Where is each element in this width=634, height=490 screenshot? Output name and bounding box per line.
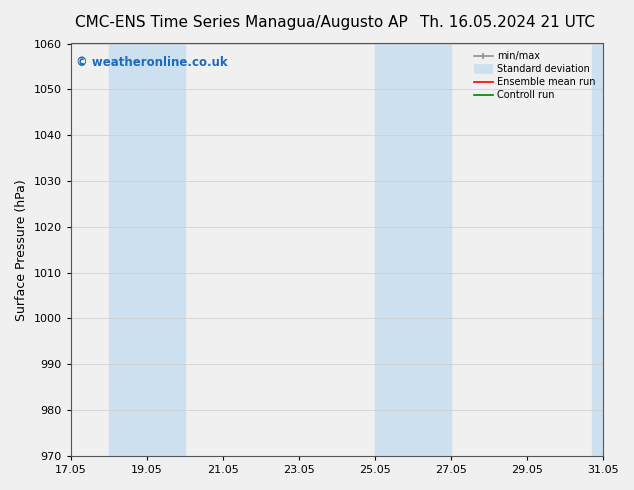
Bar	[592, 44, 603, 456]
Bar	[109, 44, 185, 456]
Text: © weatheronline.co.uk: © weatheronline.co.uk	[76, 56, 228, 69]
Text: CMC-ENS Time Series Managua/Augusto AP: CMC-ENS Time Series Managua/Augusto AP	[75, 15, 407, 30]
Text: Th. 16.05.2024 21 UTC: Th. 16.05.2024 21 UTC	[420, 15, 595, 30]
Bar	[375, 44, 451, 456]
Legend: min/max, Standard deviation, Ensemble mean run, Controll run: min/max, Standard deviation, Ensemble me…	[470, 49, 598, 103]
Y-axis label: Surface Pressure (hPa): Surface Pressure (hPa)	[15, 179, 28, 320]
